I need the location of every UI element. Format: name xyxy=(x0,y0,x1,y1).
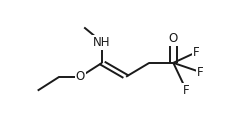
Text: O: O xyxy=(169,32,178,45)
Text: F: F xyxy=(197,66,204,79)
Text: NH: NH xyxy=(93,36,111,49)
Text: O: O xyxy=(76,70,85,83)
Text: F: F xyxy=(183,84,190,97)
Text: F: F xyxy=(193,46,200,59)
